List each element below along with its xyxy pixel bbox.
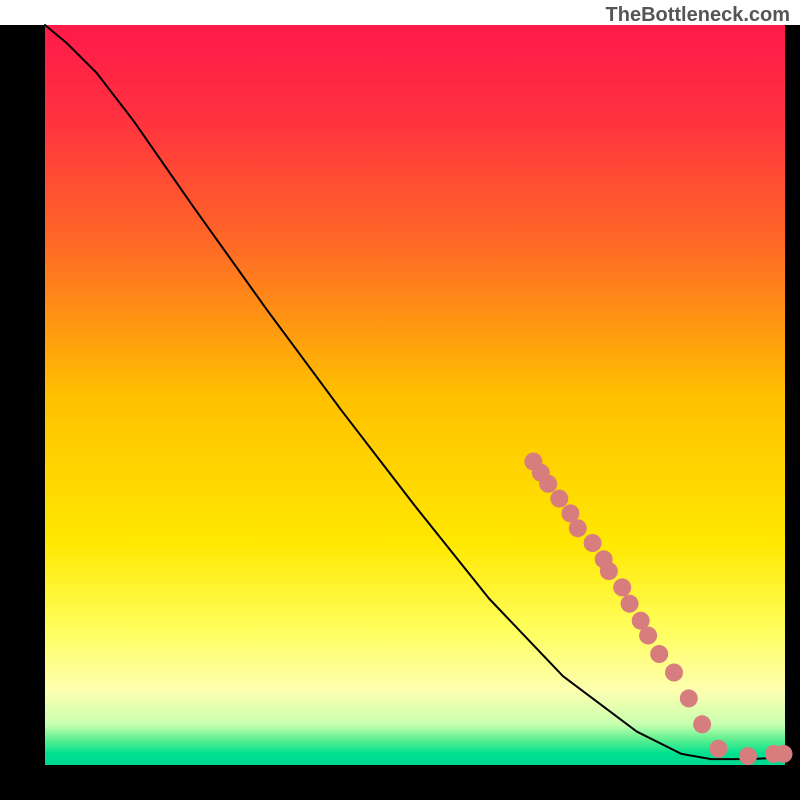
chart-container: TheBottleneck.com <box>0 0 800 800</box>
data-point <box>709 740 727 758</box>
data-point <box>775 745 793 763</box>
watermark-label: TheBottleneck.com <box>606 4 790 27</box>
data-point <box>739 747 757 765</box>
data-point <box>569 519 587 537</box>
data-point <box>680 689 698 707</box>
data-point <box>550 490 568 508</box>
data-point <box>600 562 618 580</box>
data-point <box>665 664 683 682</box>
gradient-chart <box>0 0 800 800</box>
data-point <box>650 645 668 663</box>
plot-background <box>45 25 785 765</box>
data-point <box>584 534 602 552</box>
data-point <box>693 715 711 733</box>
data-point <box>613 578 631 596</box>
data-point <box>639 627 657 645</box>
data-point <box>539 475 557 493</box>
data-point <box>621 595 639 613</box>
